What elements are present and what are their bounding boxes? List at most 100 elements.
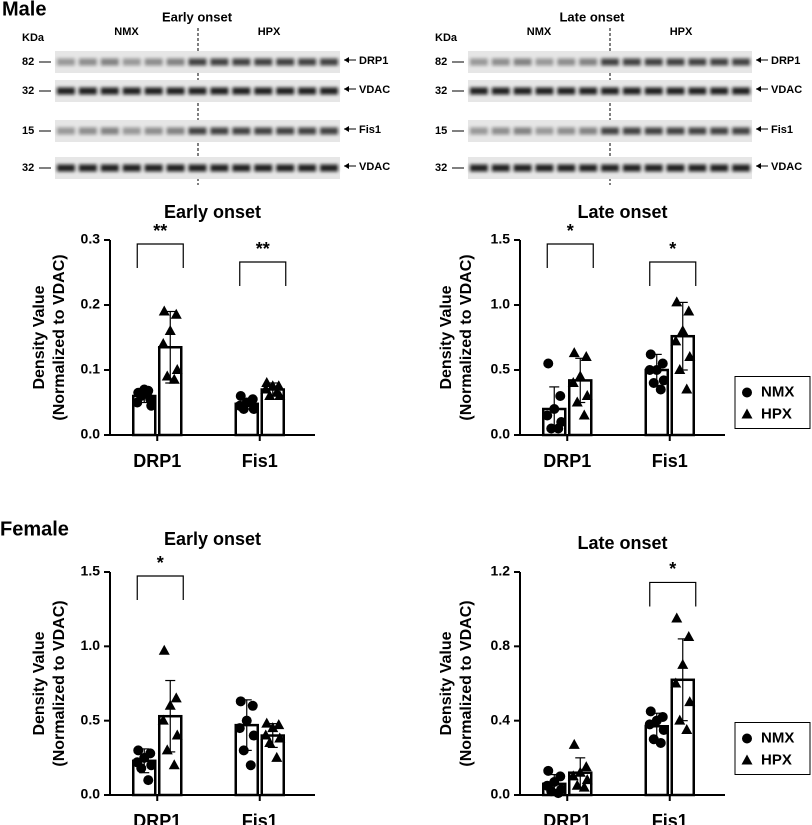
blot-band [557,127,576,135]
blot-band [188,127,207,135]
y-tick-label: 0.5 [81,711,101,727]
chart-title: Late onset [577,533,667,553]
blot-band [470,164,488,172]
data-point [674,364,686,374]
blot-protein: DRP1 [771,55,800,67]
data-point [274,732,286,743]
blot-group: HPX [670,26,693,38]
data-point [136,391,147,401]
blot-unit: KDa [435,32,458,44]
blot-marker: 32 [22,85,34,97]
blot-band [122,58,141,66]
blot-band [57,164,75,172]
y-axis-label: Density Value [31,285,48,389]
blot-band [644,127,663,135]
significance-label: ** [256,239,270,259]
blot-arrowhead [344,163,349,169]
blot-band [732,87,750,95]
blot-marker: 32 [435,162,447,174]
data-point [670,677,682,688]
blot-protein: VDAC [771,161,802,173]
blot-band [557,164,576,172]
blot-band [666,87,685,95]
blot-band [710,127,729,135]
blot-band [298,58,317,66]
data-point [261,377,273,387]
legend-marker [742,733,752,744]
data-point [542,410,553,421]
data-point [248,730,259,741]
y-axis-label: (Normalized to VDAC) [458,600,475,766]
blot-band [601,58,619,66]
legend-marker [741,408,753,419]
data-point [684,696,696,707]
data-point [171,729,183,740]
blot-band [78,58,97,66]
blot-marker: 32 [22,162,34,174]
y-tick-label: 0.3 [81,231,101,247]
y-tick-label: 1.5 [491,231,511,247]
blot-band [210,127,229,135]
chart-title: Early onset [164,202,261,222]
y-tick-label: 0.0 [81,786,101,802]
blot-marker: 82 [22,56,34,68]
y-tick-label: 0.2 [81,296,101,312]
data-point [671,612,683,623]
x-tick-label: DRP1 [543,811,591,825]
data-point [238,745,249,756]
significance-label: * [157,553,164,573]
blot-group: NMX [114,26,139,38]
data-point [658,724,669,735]
blot-band [513,164,532,172]
data-point [681,723,693,734]
data-point [543,358,554,369]
data-point [235,391,246,401]
data-point [245,397,256,408]
data-point [133,745,144,756]
blot-band [557,58,576,66]
blot-band [210,164,229,172]
blot-band [166,87,185,95]
blot-band [622,58,641,66]
blot-band [579,87,598,95]
legend-box [734,376,811,429]
blot-band [491,58,510,66]
significance-bracket [239,261,287,286]
blot-protein: Fis1 [359,124,381,136]
data-point [264,736,276,747]
data-point [567,377,579,387]
data-point [146,400,157,411]
data-point [261,717,273,728]
blot-band [688,87,707,95]
data-point [578,781,590,792]
blot-band [122,127,141,135]
blot-band [298,164,317,172]
blot-band [644,164,663,172]
data-point [164,325,176,335]
blot-arrowhead [756,57,761,63]
y-tick-label: 1.2 [491,563,511,579]
blot-band [491,127,510,135]
data-point [681,383,693,394]
blot-band [666,127,685,135]
data-point [568,347,580,358]
y-tick-label: 0.0 [81,426,101,442]
legend-marker [741,754,753,765]
y-axis-label: Density Value [438,631,455,735]
y-tick-label: 1.0 [491,296,511,312]
blot-band [666,58,685,66]
data-point [578,409,590,420]
blot-band [688,164,707,172]
data-point [143,775,154,786]
x-tick-label: DRP1 [133,451,181,471]
data-point [580,351,592,361]
data-point [143,385,154,396]
blot-band [232,164,251,172]
y-axis-label: (Normalized to VDAC) [458,254,475,420]
data-point [574,370,586,381]
significance-label: * [669,239,676,259]
blot-band [232,127,251,135]
blot-band [320,127,338,135]
x-tick-label: DRP1 [133,811,181,825]
